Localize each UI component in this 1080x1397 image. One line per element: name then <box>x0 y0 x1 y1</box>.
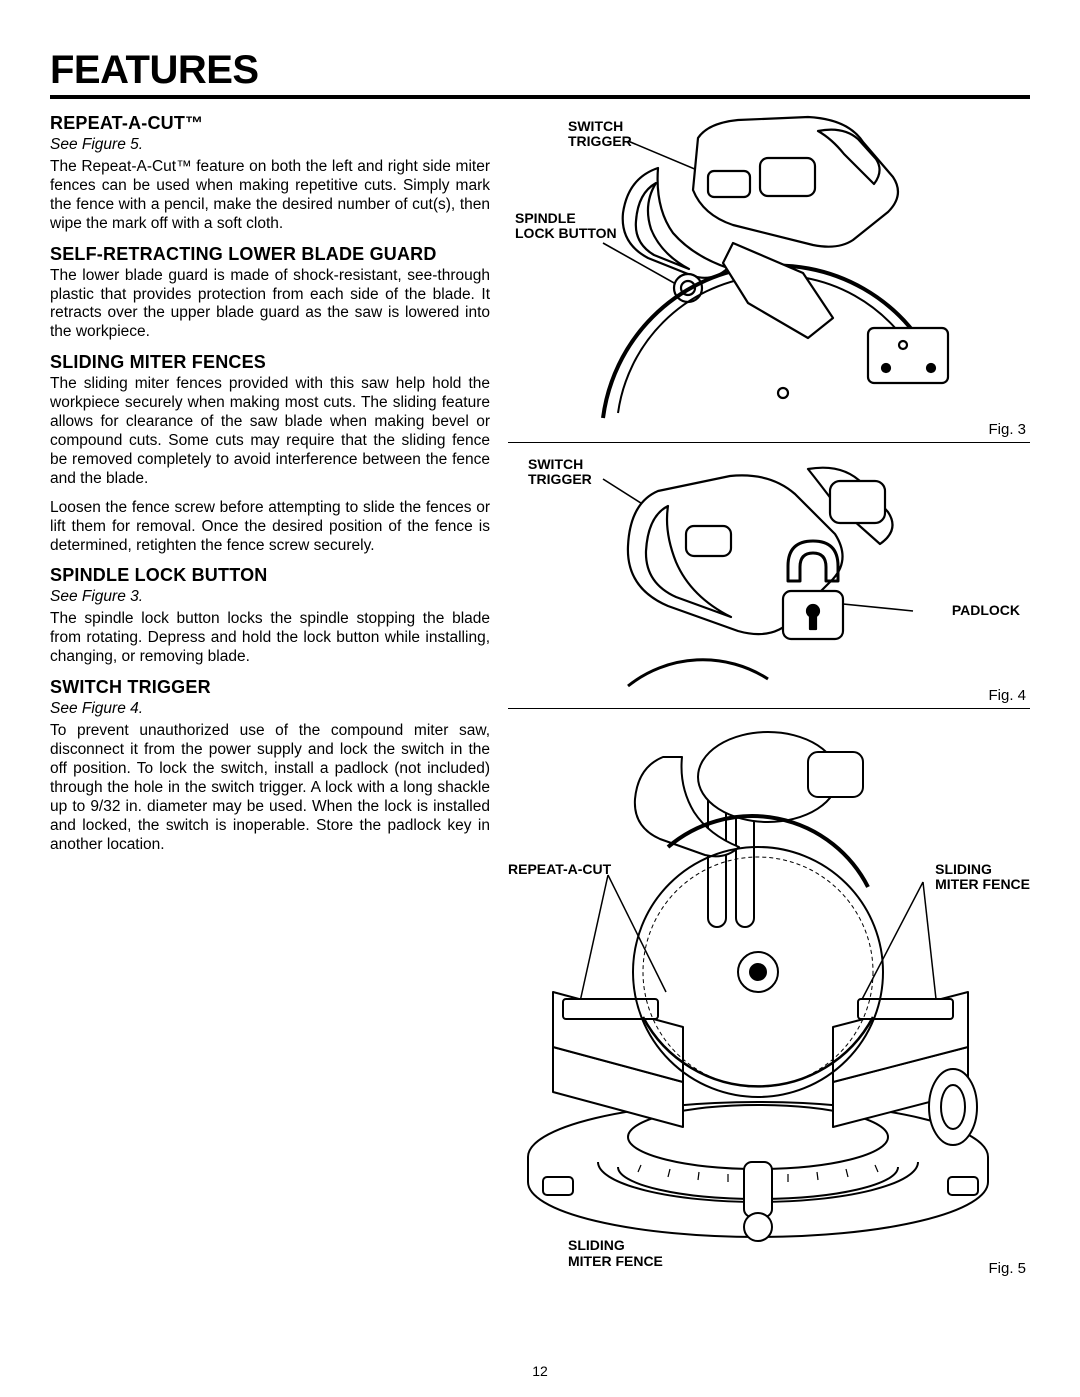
section-heading: SLIDING MITER FENCES <box>50 352 490 373</box>
callout-padlock: PADLOCK <box>952 603 1020 618</box>
full-saw-illustration <box>508 717 1018 1257</box>
body-paragraph: The lower blade guard is made of shock-r… <box>50 267 490 343</box>
section-heading: SELF-RETRACTING LOWER BLADE GUARD <box>50 244 490 265</box>
figure-4: SWITCH TRIGGER PADLOCK <box>508 451 1030 709</box>
page-number: 12 <box>0 1363 1080 1379</box>
body-paragraph: The spindle lock button locks the spindl… <box>50 610 490 667</box>
figure-caption: Fig. 3 <box>988 421 1026 438</box>
page-title: FEATURES <box>50 48 1030 99</box>
callout-sliding-fence-bottom: SLIDING MITER FENCE <box>568 1238 663 1269</box>
section-spindle-lock: SPINDLE LOCK BUTTON See Figure 3. The sp… <box>50 565 490 667</box>
callout-spindle-lock: SPINDLE LOCK BUTTON <box>515 211 617 242</box>
body-paragraph: To prevent unauthorized use of the compo… <box>50 722 490 854</box>
body-paragraph: The Repeat-A-Cut™ feature on both the le… <box>50 158 490 234</box>
callout-repeat-a-cut: REPEAT-A-CUT <box>508 862 611 877</box>
see-figure-ref: See Figure 5. <box>50 136 490 154</box>
section-switch-trigger: SWITCH TRIGGER See Figure 4. To prevent … <box>50 677 490 854</box>
see-figure-ref: See Figure 4. <box>50 700 490 718</box>
section-heading: SPINDLE LOCK BUTTON <box>50 565 490 586</box>
figure-caption: Fig. 4 <box>988 687 1026 704</box>
figure-3: SWITCH TRIGGER SPINDLE LOCK BUTTON <box>508 113 1030 443</box>
two-column-layout: REPEAT-A-CUT™ See Figure 5. The Repeat-A… <box>50 113 1030 1285</box>
see-figure-ref: See Figure 3. <box>50 588 490 606</box>
body-paragraph: The sliding miter fences provided with t… <box>50 375 490 488</box>
callout-switch-trigger: SWITCH TRIGGER <box>528 457 592 488</box>
body-paragraph: Loosen the fence screw before attempting… <box>50 499 490 556</box>
section-blade-guard: SELF-RETRACTING LOWER BLADE GUARD The lo… <box>50 244 490 343</box>
callout-sliding-fence-top: SLIDING MITER FENCE <box>935 862 1030 893</box>
section-heading: SWITCH TRIGGER <box>50 677 490 698</box>
handle-padlock-illustration <box>508 451 1008 701</box>
left-column: REPEAT-A-CUT™ See Figure 5. The Repeat-A… <box>50 113 490 1285</box>
right-column: SWITCH TRIGGER SPINDLE LOCK BUTTON <box>508 113 1030 1285</box>
section-repeat-a-cut: REPEAT-A-CUT™ See Figure 5. The Repeat-A… <box>50 113 490 234</box>
section-heading: REPEAT-A-CUT™ <box>50 113 490 134</box>
figure-5: REPEAT-A-CUT SLIDING MITER FENCE SLIDING… <box>508 717 1030 1277</box>
callout-switch-trigger: SWITCH TRIGGER <box>568 119 632 150</box>
saw-head-illustration <box>508 113 1008 433</box>
section-sliding-fences: SLIDING MITER FENCES The sliding miter f… <box>50 352 490 555</box>
figure-caption: Fig. 5 <box>988 1260 1026 1277</box>
